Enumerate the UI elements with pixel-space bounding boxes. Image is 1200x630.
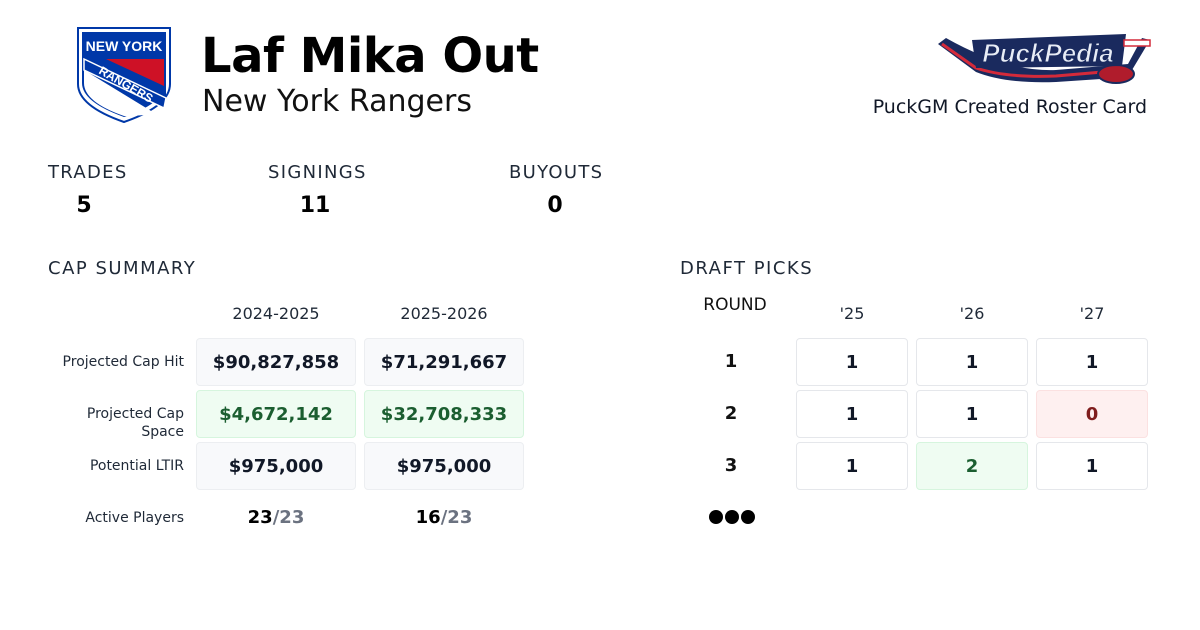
ellipsis-icon bbox=[709, 510, 755, 524]
cap-cell: $975,000 bbox=[364, 442, 524, 490]
cap-summary-title: CAP SUMMARY bbox=[48, 258, 197, 279]
active-players-value: 23/23 bbox=[196, 506, 356, 530]
stat-value: 5 bbox=[76, 193, 92, 218]
cap-cell: $90,827,858 bbox=[196, 338, 356, 386]
stat-label: SIGNINGS bbox=[268, 162, 367, 183]
stat-signings: SIGNINGS 11 bbox=[268, 162, 367, 220]
draft-pick-cell: 1 bbox=[1036, 338, 1148, 386]
team-name-subtitle: New York Rangers bbox=[202, 84, 472, 119]
active-max: /23 bbox=[272, 507, 305, 528]
cap-cell: $4,672,142 bbox=[196, 390, 356, 438]
draft-pick-cell: 1 bbox=[916, 338, 1028, 386]
active-players-value: 16/23 bbox=[364, 506, 524, 530]
cap-row-label: Potential LTIR bbox=[89, 458, 184, 474]
draft-year-header: '27 bbox=[1079, 304, 1105, 323]
draft-pick-cell: 1 bbox=[1036, 442, 1148, 490]
draft-year-header: '26 bbox=[959, 304, 985, 323]
roster-card-caption: PuckGM Created Roster Card bbox=[872, 96, 1147, 118]
round-header: ROUND bbox=[703, 295, 767, 315]
player-name-title: Laf Mika Out bbox=[201, 28, 539, 84]
cap-cell: $975,000 bbox=[196, 442, 356, 490]
active-max: /23 bbox=[440, 507, 473, 528]
draft-round-label: 3 bbox=[724, 455, 738, 476]
active-count: 23 bbox=[247, 507, 273, 528]
draft-pick-cell: 2 bbox=[916, 442, 1028, 490]
svg-text:NEW YORK: NEW YORK bbox=[86, 38, 163, 54]
draft-pick-cell: 1 bbox=[796, 442, 908, 490]
puckpedia-logo-icon: PuckPedia bbox=[938, 34, 1151, 84]
stat-value: 11 bbox=[299, 193, 331, 218]
team-logo-icon: NEW YORK RANGERS bbox=[77, 27, 171, 124]
cap-cell: $32,708,333 bbox=[364, 390, 524, 438]
stat-trades: TRADES 5 bbox=[48, 162, 128, 220]
draft-pick-cell: 1 bbox=[916, 390, 1028, 438]
draft-year-header: '25 bbox=[839, 304, 865, 323]
cap-season-header: 2025-2026 bbox=[400, 304, 488, 323]
cap-cell: $71,291,667 bbox=[364, 338, 524, 386]
cap-row-label: Projected Cap Space bbox=[86, 406, 184, 440]
draft-picks-title: DRAFT PICKS bbox=[680, 258, 814, 279]
draft-pick-cell: 1 bbox=[796, 338, 908, 386]
stat-buyouts: BUYOUTS 0 bbox=[509, 162, 604, 220]
stat-label: BUYOUTS bbox=[509, 162, 604, 183]
svg-text:PuckPedia: PuckPedia bbox=[982, 38, 1114, 68]
draft-round-label: 2 bbox=[724, 403, 738, 424]
cap-season-header: 2024-2025 bbox=[232, 304, 320, 323]
draft-round-label: 1 bbox=[724, 351, 738, 372]
cap-row-label: Active Players bbox=[85, 510, 184, 526]
draft-pick-cell: 1 bbox=[796, 390, 908, 438]
cap-row-label: Projected Cap Hit bbox=[62, 354, 184, 370]
draft-pick-cell: 0 bbox=[1036, 390, 1148, 438]
stat-label: TRADES bbox=[48, 162, 128, 183]
stat-value: 0 bbox=[547, 193, 563, 218]
active-count: 16 bbox=[415, 507, 441, 528]
